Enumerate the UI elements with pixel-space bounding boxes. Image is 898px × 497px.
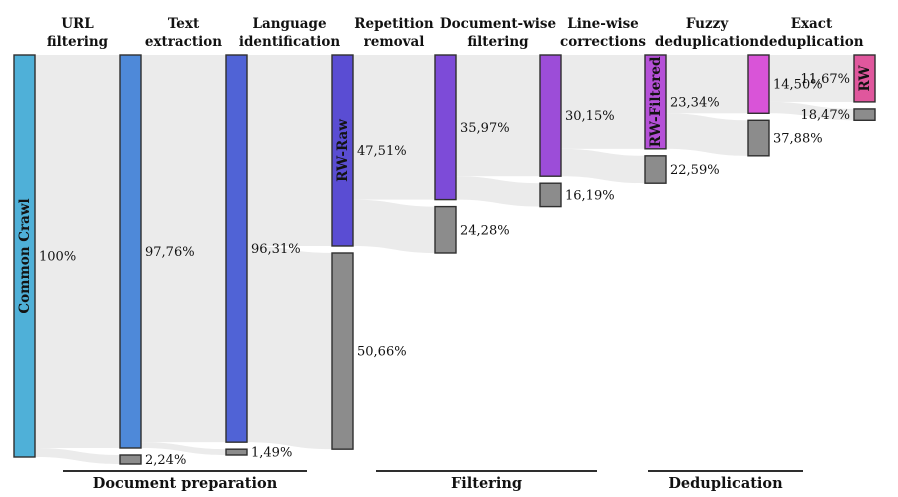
flow-removed-7 xyxy=(666,113,748,156)
bar-inline-label-7: RW-Filtered xyxy=(648,56,664,147)
removed-bar-5 xyxy=(434,205,457,254)
removed-bar-6 xyxy=(539,182,562,208)
stage-header-line1: URL xyxy=(61,16,94,32)
stage-header-line2: removal xyxy=(364,34,425,50)
stage-header-line1: Line-wise xyxy=(567,16,639,32)
stage-bar-8 xyxy=(747,54,770,114)
group-label-3: Deduplication xyxy=(668,475,783,492)
stage-header-line1: Text xyxy=(168,16,200,32)
removed-pct-label-3: 1,49% xyxy=(251,446,292,461)
flow-kept-6 xyxy=(561,55,645,149)
stage-bar-5 xyxy=(434,54,457,201)
stage-bar-7 xyxy=(644,54,667,150)
stage-header-line1: Fuzzy xyxy=(686,16,729,32)
flow-removed-2 xyxy=(141,442,226,455)
stage-bar-3 xyxy=(225,54,248,443)
stage-bar-4 xyxy=(331,54,354,247)
stage-header-line2: deduplication xyxy=(759,34,863,50)
removed-bar-3 xyxy=(225,448,248,456)
stage-header-9: Exact deduplication xyxy=(759,16,863,50)
stage-pct-label-6: 30,15% xyxy=(565,109,615,124)
removed-bar-4 xyxy=(331,252,354,450)
flow-kept-4 xyxy=(353,55,435,200)
flow-removed-1 xyxy=(35,447,120,464)
flow-removed-4 xyxy=(353,199,435,253)
flow-kept-1 xyxy=(35,55,120,448)
flow-kept-8 xyxy=(769,55,854,102)
stage-pct-label-2: 97,76% xyxy=(145,245,195,260)
stage-header-line1: Document-wise xyxy=(440,16,556,32)
stage-header-line2: deduplication xyxy=(655,34,759,50)
removed-pct-label-9: 18,47% xyxy=(800,108,850,123)
removed-bar-7 xyxy=(644,155,667,184)
stage-header-line2: identification xyxy=(239,34,340,50)
stage-bar-1 xyxy=(13,54,36,458)
stage-header-line2: filtering xyxy=(47,34,109,50)
stage-header-7: Line-wise corrections xyxy=(560,16,646,50)
removed-bar-8 xyxy=(747,119,770,157)
removed-pct-label-7: 22,59% xyxy=(670,163,720,178)
bar-inline-label-1: Common Crawl xyxy=(17,198,33,313)
flow-removed-6 xyxy=(561,148,645,184)
stage-pct-label-4: 47,51% xyxy=(357,144,407,159)
bar-inline-label-4: RW-Raw xyxy=(335,119,351,182)
stage-pct-label-7: 23,34% xyxy=(670,95,720,110)
flow-kept-2 xyxy=(141,55,226,443)
stage-header-8: Fuzzy deduplication xyxy=(655,16,759,50)
flow-kept-5 xyxy=(456,55,540,177)
removed-pct-label-2: 2,24% xyxy=(145,453,186,468)
flow-removed-5 xyxy=(456,176,540,207)
stage-header-6: Document-wise filtering xyxy=(440,16,556,50)
removed-bar-2 xyxy=(119,454,142,465)
flow-removed-3 xyxy=(247,245,332,450)
stage-header-line1: Language xyxy=(252,16,326,32)
stage-pct-label-8: 14,50% xyxy=(773,78,823,93)
stage-pct-label-3: 96,31% xyxy=(251,242,301,257)
stage-header-4: Language identification xyxy=(239,16,340,50)
stage-header-line1: Exact xyxy=(791,16,833,32)
stage-header-line2: corrections xyxy=(560,34,646,50)
stage-pct-label-1: 100% xyxy=(39,250,76,265)
stage-header-3: Text extraction xyxy=(145,16,222,50)
group-label-1: Document preparation xyxy=(93,475,278,492)
removed-pct-label-5: 24,28% xyxy=(460,223,510,238)
removed-pct-label-4: 50,66% xyxy=(357,345,407,360)
stage-header-2: URL filtering xyxy=(47,16,109,50)
removed-pct-label-8: 37,88% xyxy=(773,132,823,147)
stage-bar-6 xyxy=(539,54,562,177)
stage-header-line2: filtering xyxy=(467,34,529,50)
stage-pct-label-5: 35,97% xyxy=(460,121,510,136)
stage-pct-label-9: 11,67% xyxy=(800,72,850,87)
stage-bar-9 xyxy=(853,54,876,103)
flow-kept-7 xyxy=(666,55,748,114)
stage-header-line2: extraction xyxy=(145,34,222,50)
stage-header-line1: Repetition xyxy=(354,16,434,32)
removed-pct-label-6: 16,19% xyxy=(565,188,615,203)
flow-removed-8 xyxy=(769,101,854,121)
group-label-2: Filtering xyxy=(451,475,522,492)
flow-kept-3 xyxy=(247,55,332,246)
stage-header-5: Repetition removal xyxy=(354,16,434,50)
removed-bar-9 xyxy=(853,108,876,121)
stage-bar-2 xyxy=(119,54,142,449)
bar-inline-label-9: RW xyxy=(857,65,873,92)
